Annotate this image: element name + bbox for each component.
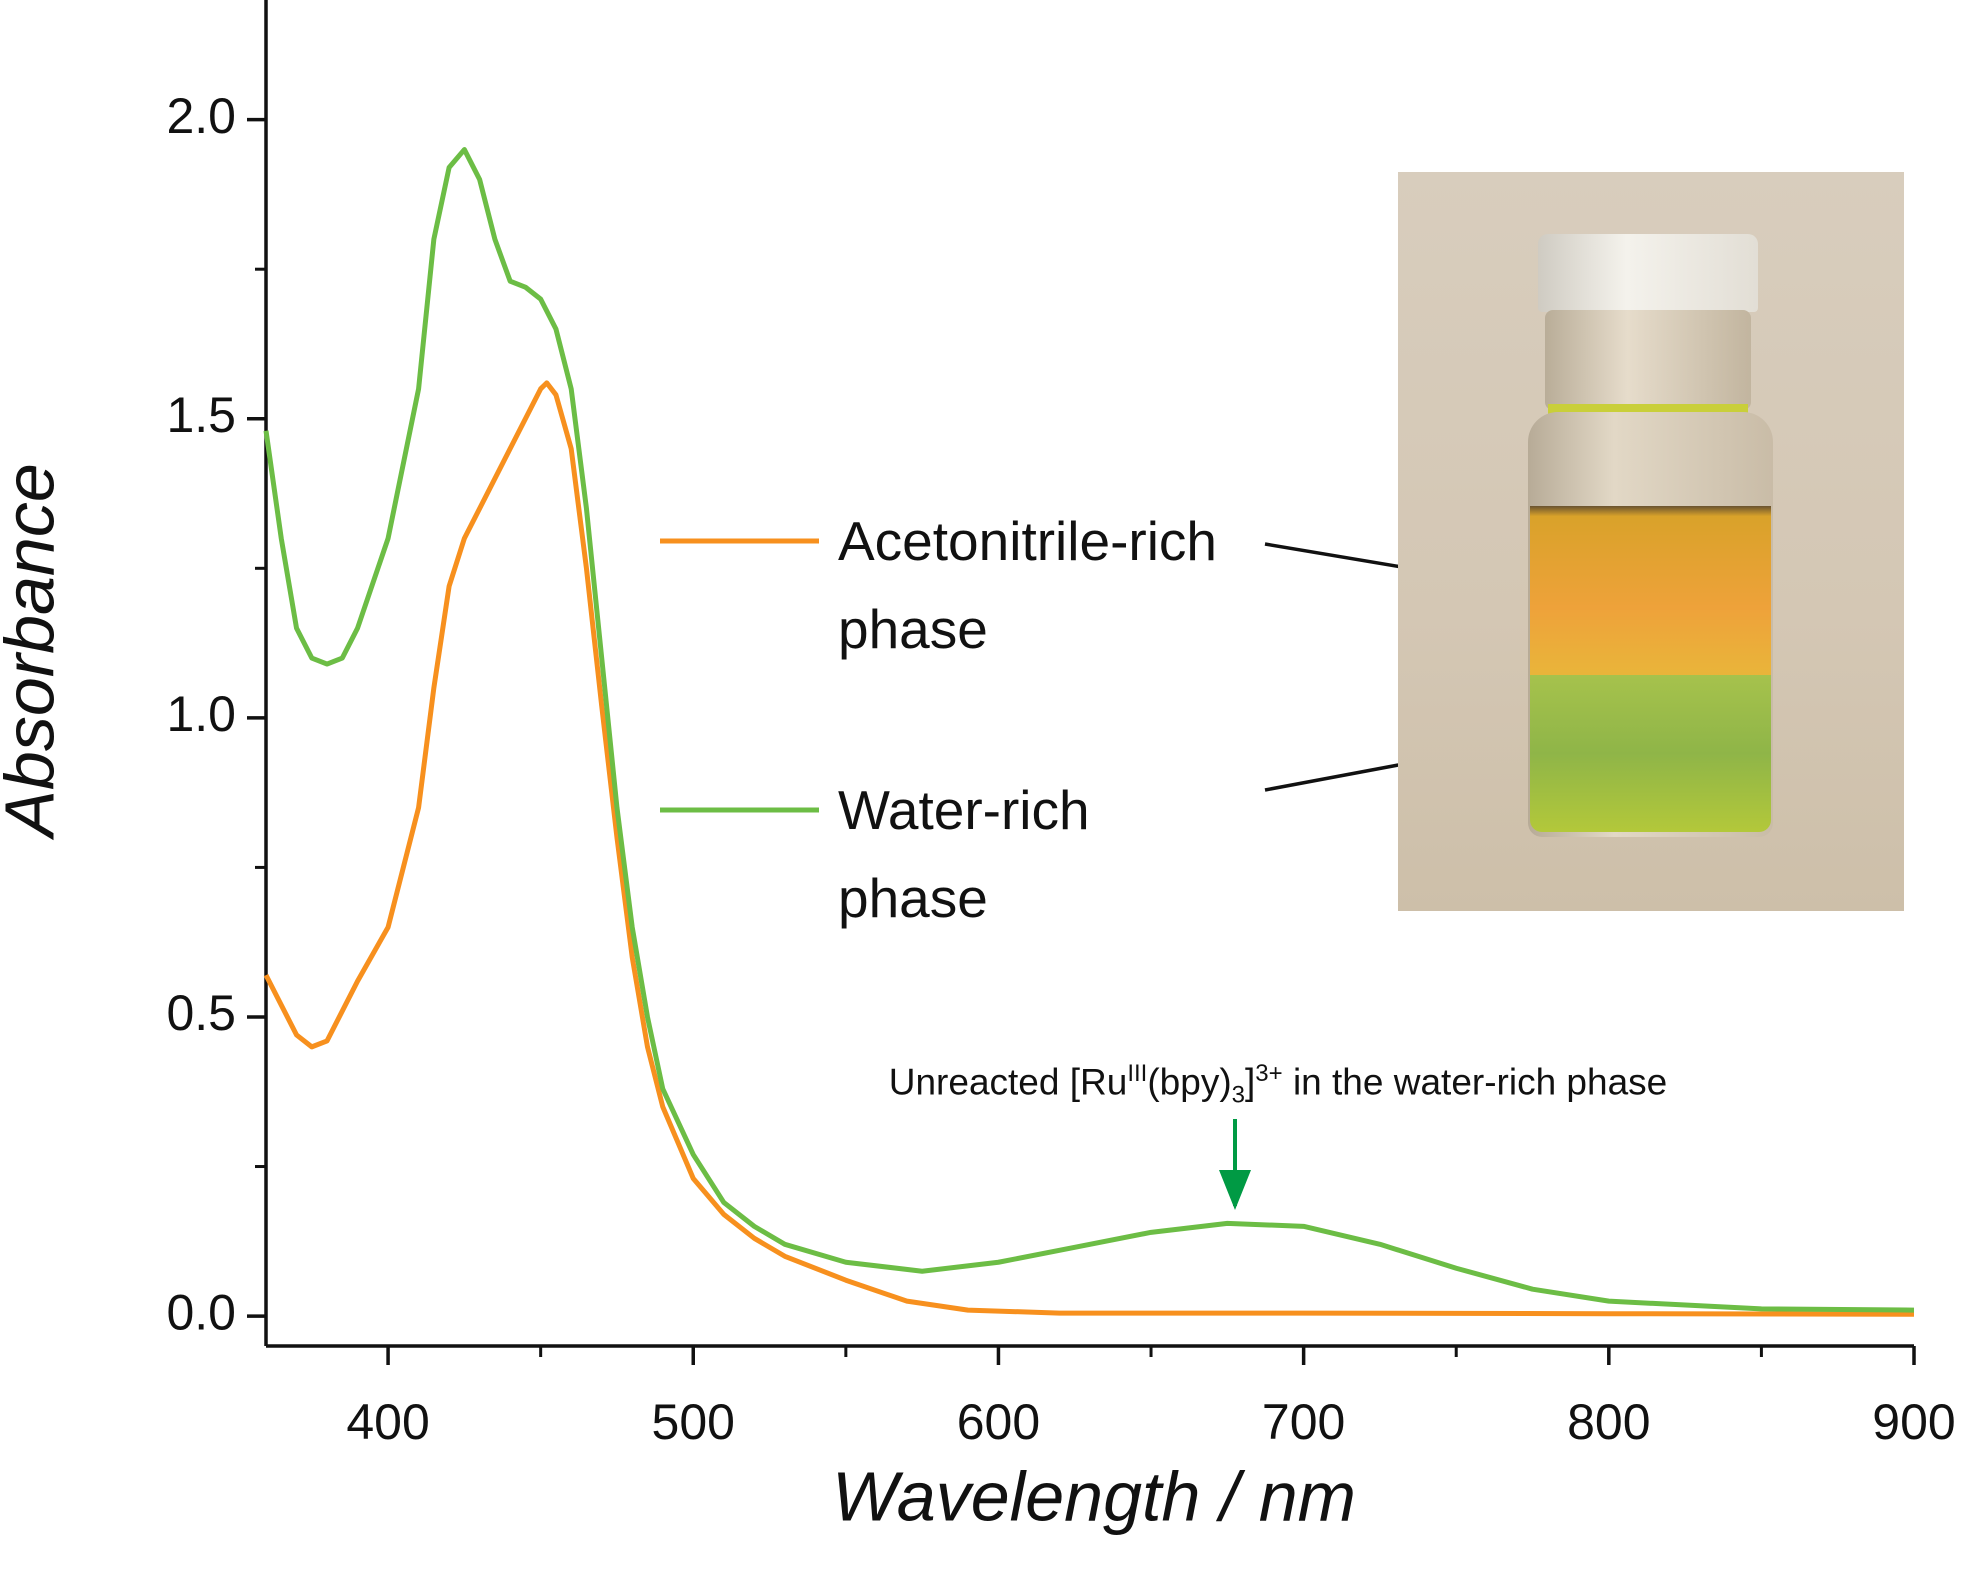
series-line (263, 380, 1915, 1317)
annotation-text: Unreacted [Ru (888, 1061, 1128, 1103)
x-axis-title: Wavelength / nm (832, 1457, 1356, 1535)
green-layer (1530, 675, 1771, 832)
y-tick-label: 1.5 (166, 387, 236, 443)
x-tick-label: 800 (1567, 1394, 1650, 1450)
y-axis-title: Absorbance (0, 463, 68, 841)
x-tick-label: 900 (1872, 1394, 1955, 1450)
annotation-text: 3 (1231, 1081, 1246, 1109)
series-line (263, 147, 1915, 1313)
annotation-text: ] (1245, 1061, 1256, 1103)
y-tick-label: 0.0 (166, 1284, 236, 1340)
vial-neck (1545, 310, 1751, 410)
annotation: Unreacted [RuIII(bpy)3]3+ in the water-r… (889, 1060, 1668, 1110)
legend-label: Acetonitrile-rich phase (838, 510, 1218, 660)
y-tick-label: 2.0 (166, 88, 236, 144)
annotation-text: III (1127, 1060, 1148, 1087)
y-tick-label: 0.5 (166, 985, 236, 1041)
vial-cap (1538, 234, 1758, 312)
vial-photo (1398, 172, 1904, 911)
orange-layer (1530, 506, 1771, 676)
x-tick-label: 500 (652, 1394, 735, 1450)
annotation-text: 3+ (1255, 1060, 1283, 1087)
annotation-text: in the water-rich phase (1282, 1061, 1668, 1103)
legend-label: Water-rich phase (838, 779, 1090, 929)
meniscus (1548, 404, 1748, 414)
y-tick-label: 1.0 (166, 686, 236, 742)
x-tick-label: 600 (957, 1394, 1040, 1450)
x-tick-label: 700 (1262, 1394, 1345, 1450)
annotation-text: (bpy) (1147, 1061, 1232, 1103)
x-tick-label: 400 (346, 1394, 429, 1450)
